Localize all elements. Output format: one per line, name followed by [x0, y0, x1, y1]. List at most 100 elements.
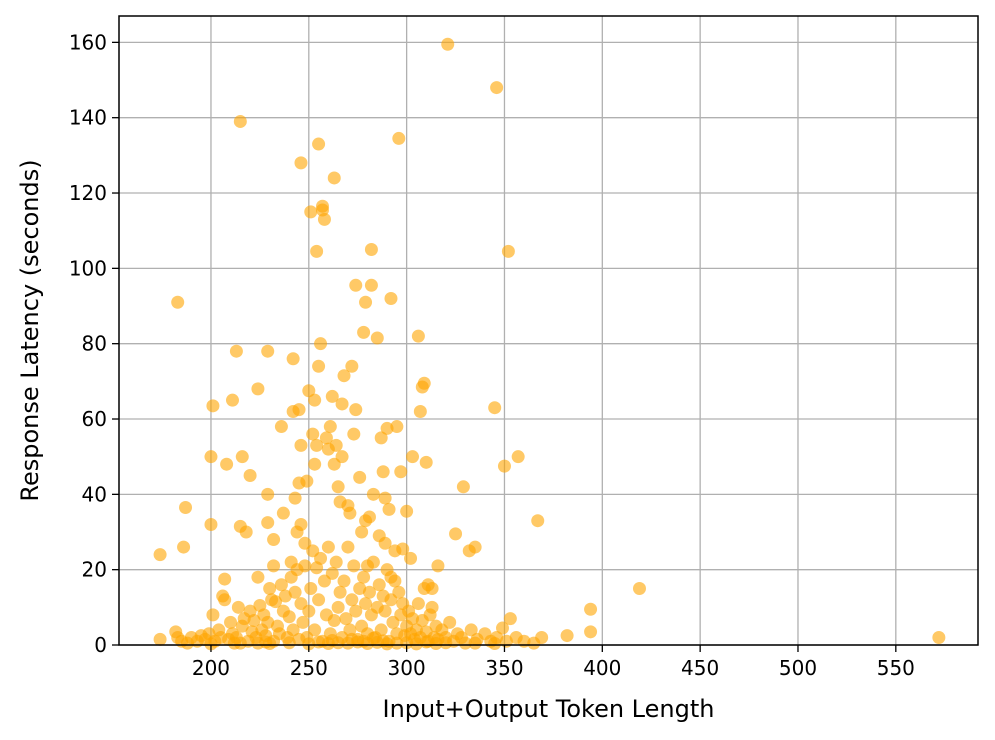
data-point	[396, 542, 410, 556]
data-point	[204, 517, 218, 531]
y-tick-label: 60	[82, 407, 107, 431]
data-point	[327, 171, 341, 185]
data-point	[206, 399, 220, 413]
data-point	[560, 629, 574, 643]
data-point	[312, 137, 326, 151]
data-point	[321, 540, 335, 554]
y-tick-label: 140	[69, 106, 107, 130]
data-point	[357, 325, 371, 339]
y-axis-label: Response Latency (seconds)	[16, 159, 44, 501]
data-point	[347, 427, 361, 441]
data-point	[932, 630, 946, 644]
data-point	[325, 389, 339, 403]
data-point	[304, 582, 318, 596]
data-point	[374, 623, 388, 637]
x-axis-label: Input+Output Token Length	[383, 695, 715, 723]
data-point	[261, 516, 275, 530]
data-point	[341, 540, 355, 554]
y-tick-label: 100	[69, 256, 107, 280]
data-point	[171, 295, 185, 309]
data-point	[267, 559, 281, 573]
data-point	[335, 450, 349, 464]
data-point	[378, 604, 392, 618]
data-point	[310, 244, 324, 258]
data-point	[366, 631, 380, 645]
data-point	[345, 593, 359, 607]
data-point	[362, 510, 376, 524]
data-point	[302, 604, 316, 618]
data-point	[511, 450, 525, 464]
data-point	[388, 574, 402, 588]
data-point	[302, 637, 316, 651]
data-point	[376, 634, 390, 648]
data-point	[243, 469, 257, 483]
data-point	[276, 506, 290, 520]
data-point	[347, 559, 361, 573]
data-point	[204, 450, 218, 464]
y-axis-ticks: 0 20 40 60 80 100 120 140 160	[69, 30, 119, 657]
data-point	[584, 625, 598, 639]
data-point	[302, 384, 316, 398]
data-point	[331, 600, 345, 614]
data-point	[282, 636, 296, 650]
data-point	[488, 636, 502, 650]
data-point	[153, 632, 167, 646]
y-tick-label: 120	[69, 181, 107, 205]
data-point	[224, 615, 238, 629]
data-point	[298, 559, 312, 573]
x-tick-label: 200	[192, 656, 230, 680]
y-tick-label: 160	[69, 30, 107, 54]
data-point	[497, 459, 511, 473]
data-point	[306, 427, 320, 441]
data-point	[353, 582, 367, 596]
data-point	[337, 574, 351, 588]
data-point	[488, 401, 502, 415]
data-point	[345, 359, 359, 373]
data-point	[233, 636, 247, 650]
data-point	[292, 403, 306, 417]
data-point	[294, 438, 308, 452]
data-point	[300, 474, 314, 488]
data-point	[296, 615, 310, 629]
data-point	[468, 540, 482, 554]
data-point	[310, 438, 324, 452]
data-point	[357, 570, 371, 584]
data-point	[231, 600, 245, 614]
data-point	[392, 131, 406, 145]
data-point	[464, 623, 478, 637]
data-point	[404, 551, 418, 565]
data-point	[378, 536, 392, 550]
data-point	[353, 470, 367, 484]
data-point	[413, 404, 427, 418]
data-point	[378, 491, 392, 505]
data-point	[153, 548, 167, 562]
plot-frame	[118, 15, 979, 646]
data-point	[390, 636, 404, 650]
y-tick-label: 20	[82, 558, 107, 582]
data-point	[406, 612, 420, 626]
x-tick-label: 250	[290, 656, 328, 680]
data-point	[288, 491, 302, 505]
data-point	[406, 450, 420, 464]
data-point	[411, 597, 425, 611]
data-point	[233, 114, 247, 128]
data-point	[364, 243, 378, 257]
data-point	[400, 504, 414, 518]
data-point	[382, 502, 396, 516]
data-point	[235, 450, 249, 464]
x-tick-label: 350	[485, 656, 523, 680]
data-point	[288, 585, 302, 599]
data-point	[317, 212, 331, 226]
y-tick-label: 0	[94, 633, 107, 657]
data-point	[390, 420, 404, 434]
data-point	[490, 81, 504, 95]
data-point	[425, 600, 439, 614]
data-point	[282, 610, 296, 624]
data-point	[441, 37, 455, 51]
data-point	[314, 337, 328, 351]
data-point	[503, 612, 517, 626]
data-point	[376, 465, 390, 479]
data-point	[449, 527, 463, 541]
data-point	[419, 455, 433, 469]
data-point	[229, 344, 243, 358]
